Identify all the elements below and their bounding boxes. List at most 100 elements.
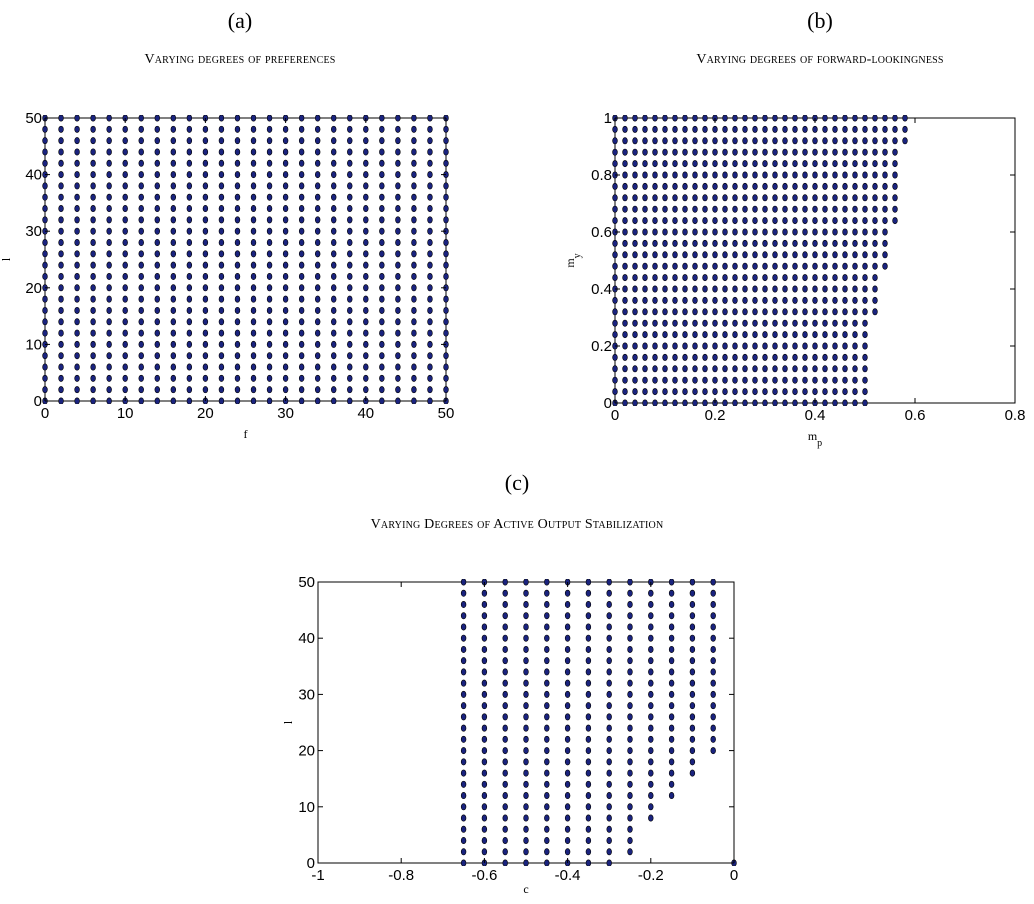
- data-point: [702, 365, 708, 373]
- data-point: [792, 388, 798, 396]
- data-point: [642, 194, 648, 202]
- data-point: [460, 690, 467, 698]
- data-point: [314, 272, 321, 280]
- data-point: [502, 780, 508, 788]
- data-point: [347, 340, 353, 348]
- data-point: [606, 634, 612, 642]
- data-point: [523, 814, 529, 822]
- data-point: [282, 329, 289, 337]
- data-point: [234, 159, 241, 167]
- data-point: [234, 352, 241, 360]
- data-point: [585, 837, 592, 845]
- data-point: [862, 239, 868, 247]
- data-point: [872, 274, 878, 282]
- data-point: [762, 274, 768, 282]
- data-point: [710, 690, 716, 698]
- data-point: [186, 397, 193, 404]
- data-point: [752, 115, 758, 122]
- data-point: [379, 261, 385, 269]
- data-point: [692, 353, 698, 361]
- data-point: [234, 386, 241, 394]
- data-point: [662, 137, 668, 145]
- data-point: [502, 758, 508, 766]
- data-point: [379, 386, 385, 394]
- data-point: [266, 115, 273, 122]
- data-point: [170, 205, 177, 213]
- data-point: [772, 148, 778, 156]
- data-point: [379, 159, 385, 167]
- data-point: [90, 148, 96, 156]
- data-point: [702, 148, 708, 156]
- data-point: [882, 251, 888, 259]
- data-point: [648, 758, 654, 766]
- data-point: [812, 308, 818, 316]
- data-point: [702, 137, 708, 145]
- data-point: [672, 194, 678, 202]
- data-point: [892, 182, 898, 190]
- data-point: [585, 600, 592, 608]
- data-point: [331, 306, 337, 314]
- data-point: [752, 285, 758, 293]
- data-point: [42, 295, 48, 303]
- data-point: [331, 148, 337, 156]
- data-point: [802, 125, 808, 133]
- data-point: [772, 285, 778, 293]
- data-point: [250, 261, 257, 269]
- data-point: [672, 137, 678, 145]
- data-point: [395, 329, 401, 337]
- data-point: [732, 125, 738, 133]
- data-point: [427, 284, 433, 292]
- data-point: [662, 171, 668, 179]
- x-tick-label: 0.2: [705, 407, 726, 424]
- data-point: [347, 125, 353, 133]
- data-point: [523, 792, 529, 800]
- data-point: [411, 284, 417, 292]
- data-point: [481, 792, 488, 800]
- data-point: [523, 825, 529, 833]
- data-point: [872, 137, 878, 145]
- data-point: [812, 239, 818, 247]
- data-point: [331, 159, 337, 167]
- data-point: [186, 340, 193, 348]
- data-point: [523, 589, 529, 597]
- data-point: [852, 239, 858, 247]
- data-point: [154, 386, 160, 394]
- data-point: [585, 758, 592, 766]
- data-point: [523, 623, 529, 631]
- data-point: [732, 319, 738, 327]
- data-point: [411, 272, 417, 280]
- data-point: [752, 160, 758, 168]
- panel-b-title: Varying degrees of forward-lookingness: [696, 52, 944, 67]
- data-point: [122, 363, 128, 371]
- data-point: [427, 352, 433, 360]
- data-point: [632, 331, 638, 339]
- data-point: [481, 735, 488, 743]
- data-point: [202, 374, 209, 382]
- data-point: [314, 239, 321, 247]
- data-point: [544, 713, 550, 721]
- panel-b-label: (b): [807, 8, 833, 33]
- data-point: [642, 148, 648, 156]
- data-point: [234, 182, 241, 190]
- data-point: [642, 239, 648, 247]
- data-point: [523, 600, 529, 608]
- data-point: [202, 284, 209, 292]
- data-point: [154, 216, 160, 224]
- data-point: [379, 306, 385, 314]
- data-point: [250, 318, 257, 326]
- data-point: [266, 306, 273, 314]
- data-point: [852, 205, 858, 213]
- data-point: [106, 148, 112, 156]
- data-point: [90, 374, 96, 382]
- data-point: [627, 758, 633, 766]
- data-point: [712, 308, 718, 316]
- x-tick-label: 0: [611, 407, 619, 424]
- data-point: [411, 306, 417, 314]
- data-point: [282, 205, 289, 213]
- data-point: [266, 193, 273, 201]
- data-point: [106, 205, 112, 213]
- data-point: [58, 295, 64, 303]
- data-point: [712, 331, 718, 339]
- data-point: [822, 182, 828, 190]
- data-point: [892, 137, 898, 145]
